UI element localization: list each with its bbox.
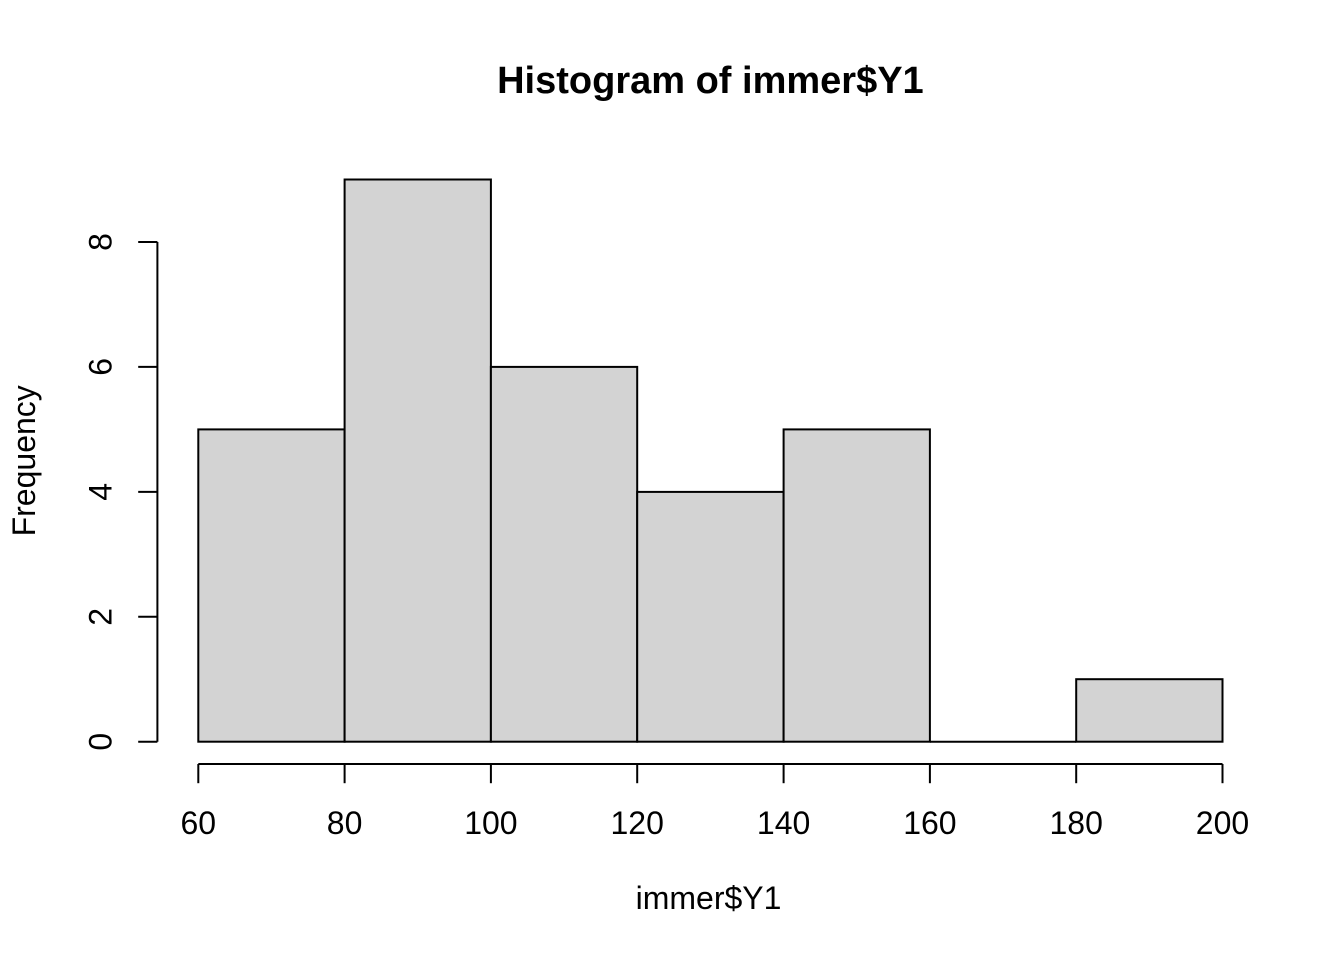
svg-text:2: 2 [83, 608, 119, 626]
svg-text:80: 80 [327, 805, 363, 841]
svg-text:4: 4 [83, 483, 119, 501]
svg-text:120: 120 [611, 805, 664, 841]
svg-text:140: 140 [757, 805, 810, 841]
svg-text:200: 200 [1196, 805, 1249, 841]
svg-text:Frequency: Frequency [6, 385, 42, 536]
svg-text:0: 0 [83, 733, 119, 751]
svg-text:8: 8 [83, 233, 119, 251]
svg-text:100: 100 [464, 805, 517, 841]
svg-text:180: 180 [1050, 805, 1103, 841]
svg-text:60: 60 [181, 805, 217, 841]
svg-text:160: 160 [903, 805, 956, 841]
svg-text:Histogram of immer$Y1: Histogram of immer$Y1 [497, 60, 924, 102]
svg-text:immer$Y1: immer$Y1 [636, 880, 782, 916]
svg-text:6: 6 [83, 358, 119, 376]
